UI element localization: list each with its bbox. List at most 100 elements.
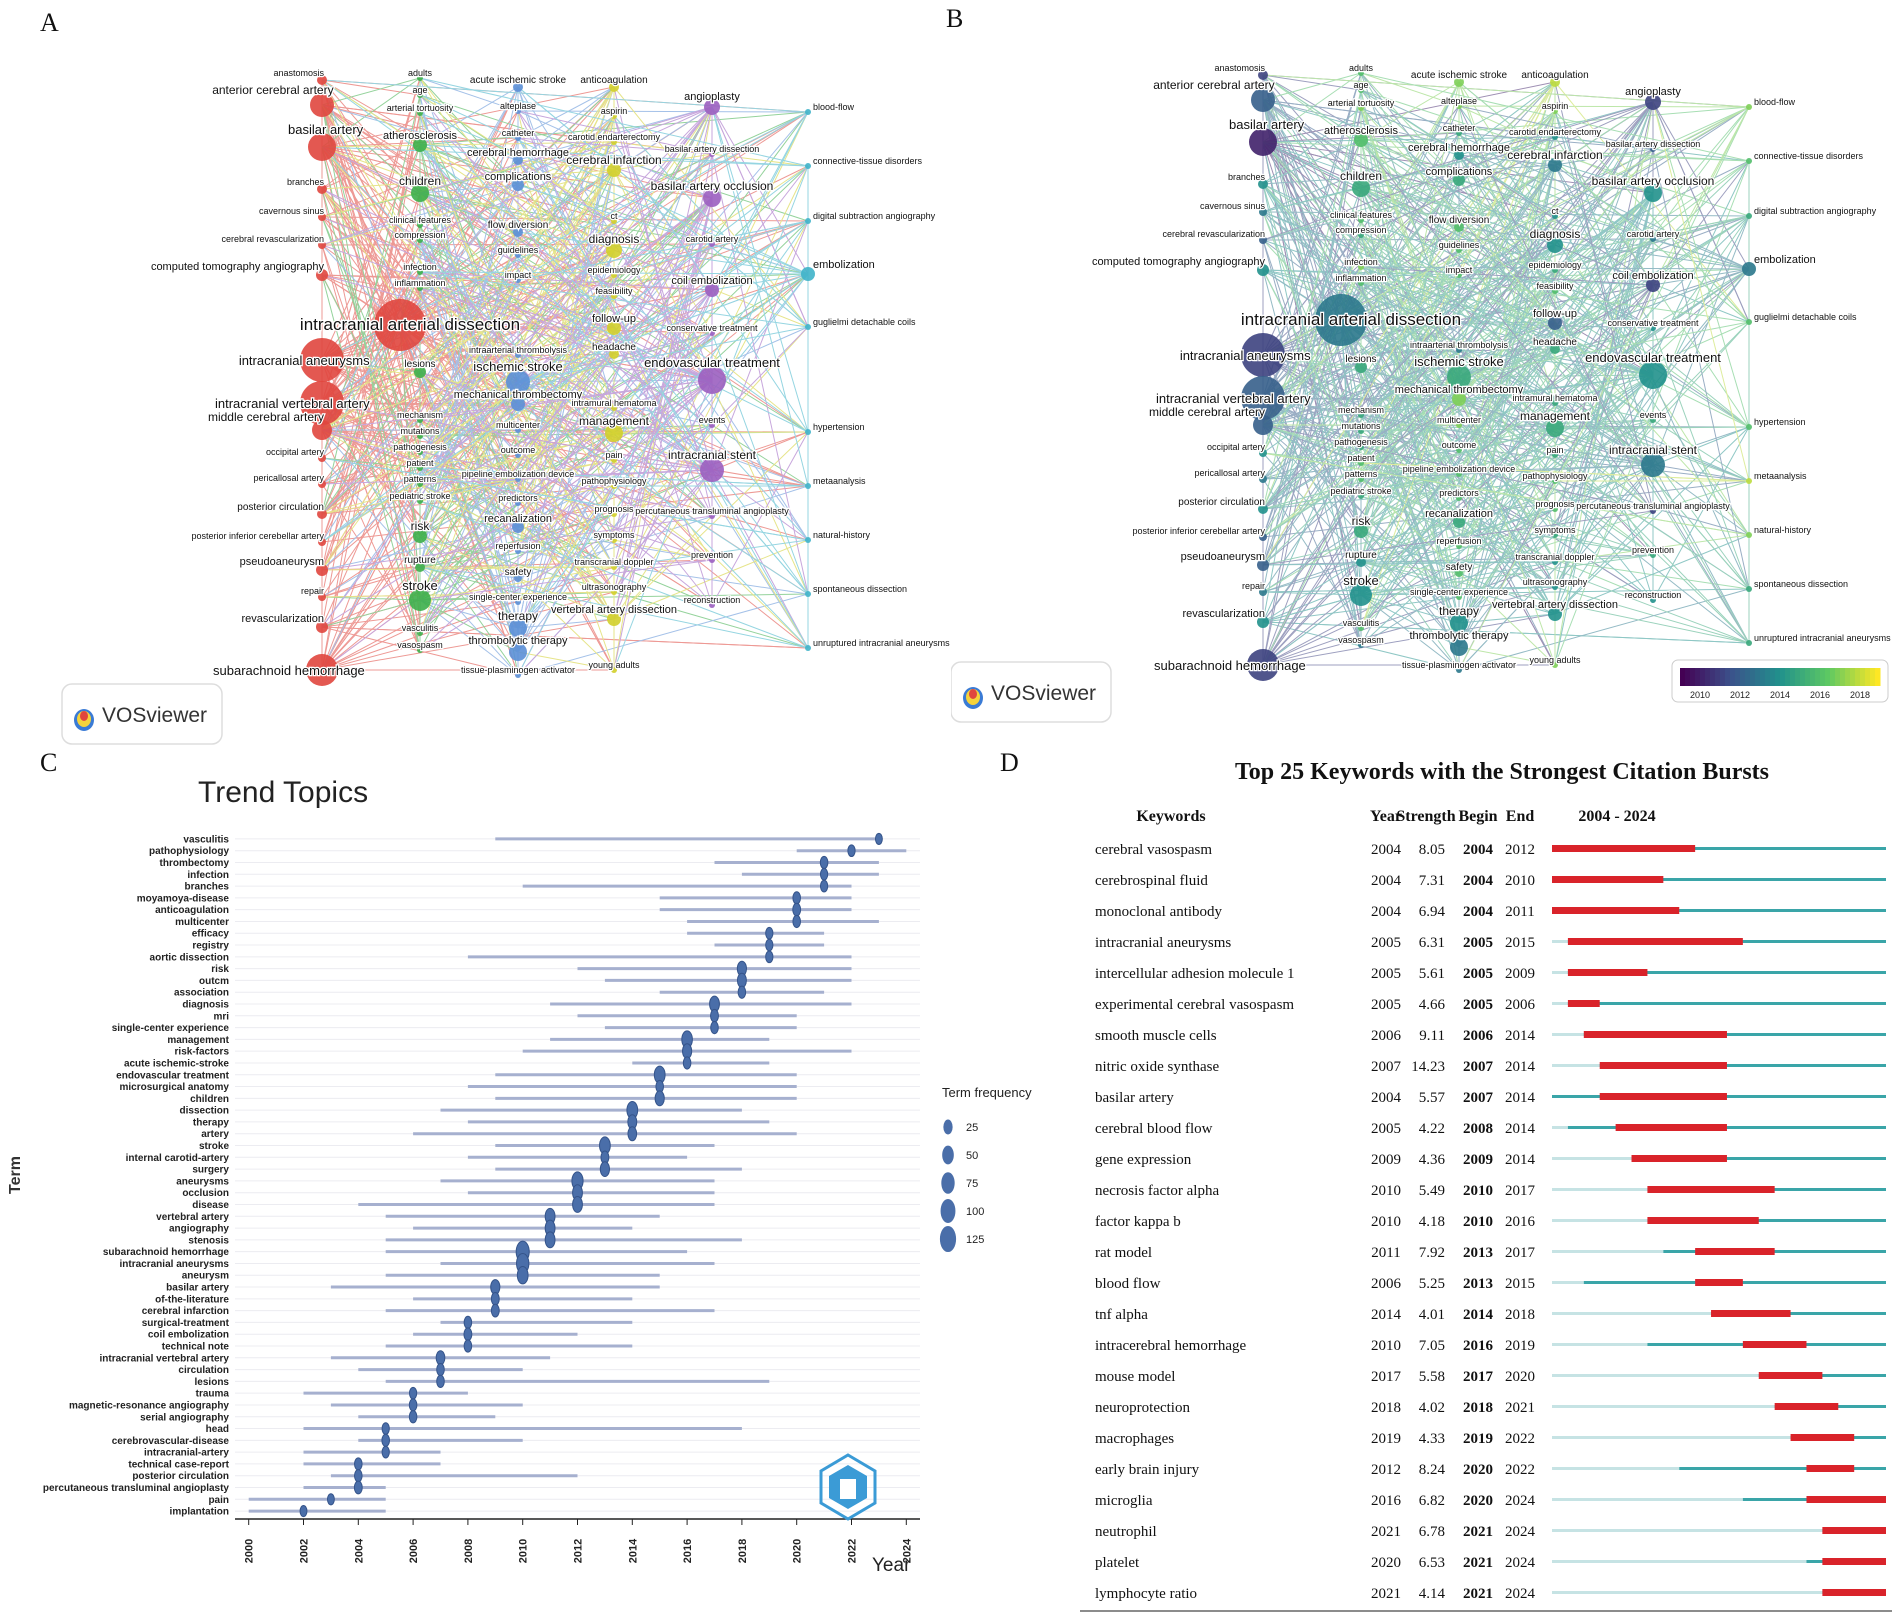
node-pipeline-embolization-device[interactable] — [1456, 471, 1462, 477]
node-mutations[interactable] — [417, 433, 423, 439]
node-spontaneous-dissection[interactable] — [805, 591, 811, 597]
node-cavernous-sinus[interactable] — [318, 213, 326, 221]
node-children[interactable] — [1352, 179, 1370, 197]
node-carotid-endarterectomy[interactable] — [1552, 134, 1558, 140]
node-alteplase[interactable] — [515, 108, 521, 114]
node-vasculitis[interactable] — [417, 630, 423, 636]
node-clinical-features[interactable] — [1358, 217, 1364, 223]
node-inflammation[interactable] — [1358, 280, 1364, 286]
node-pathogenesis[interactable] — [1358, 444, 1364, 450]
node-endovascular-treatment[interactable] — [698, 366, 726, 394]
node-vasospasm[interactable] — [1358, 642, 1364, 648]
node-outcome[interactable] — [515, 452, 521, 458]
node-basilar-artery-dissection[interactable] — [1650, 146, 1656, 152]
node-multicenter[interactable] — [1456, 422, 1462, 428]
node-pericallosal-artery[interactable] — [1259, 475, 1267, 483]
node-pediatric-stroke[interactable] — [417, 498, 423, 504]
node-complications[interactable] — [512, 179, 524, 191]
node-posterior-inferior-cerebellar-artery[interactable] — [1259, 533, 1267, 541]
node-diagnosis[interactable] — [1547, 237, 1563, 253]
node-basilar-artery[interactable] — [308, 133, 336, 161]
node-metaanalysis[interactable] — [805, 483, 811, 489]
node-reconstruction[interactable] — [1650, 597, 1656, 603]
node-lesions[interactable] — [1355, 361, 1367, 373]
node-computed-tomography-angiography[interactable] — [1257, 264, 1269, 276]
node-prognosis[interactable] — [1552, 506, 1558, 512]
node-middle-cerebral-artery[interactable] — [312, 420, 332, 440]
node-percutaneous-transluminal-angioplasty[interactable] — [1650, 508, 1656, 514]
node-intracranial-aneurysms[interactable] — [300, 338, 344, 382]
node-tissue-plasminogen-activator[interactable] — [1456, 667, 1462, 673]
node-atherosclerosis[interactable] — [413, 138, 427, 152]
node-safety[interactable] — [514, 574, 522, 582]
node-pipeline-embolization-device[interactable] — [515, 476, 521, 482]
node-pediatric-stroke[interactable] — [1358, 493, 1364, 499]
node-aspirin[interactable] — [611, 113, 617, 119]
node-angioplasty[interactable] — [704, 99, 720, 115]
node-stroke[interactable] — [409, 589, 431, 611]
node-guglielmi-detachable-coils[interactable] — [1746, 319, 1752, 325]
node-coil-embolization[interactable] — [1646, 278, 1660, 292]
node-cerebral-infarction[interactable] — [607, 163, 621, 177]
node-embolization[interactable] — [801, 267, 815, 281]
node-ct[interactable] — [611, 218, 617, 224]
node-catheter[interactable] — [515, 135, 521, 141]
node-ultrasonography[interactable] — [1552, 584, 1558, 590]
node-anastomosis[interactable] — [317, 75, 327, 85]
node-intracranial-arterial-dissection[interactable] — [374, 299, 426, 351]
node-intracranial-vertebral-artery[interactable] — [300, 381, 344, 425]
node-cerebral-hemorrhage[interactable] — [513, 155, 523, 165]
node-carotid-endarterectomy[interactable] — [611, 139, 617, 145]
node-anticoagulation[interactable] — [1550, 77, 1560, 87]
node-epidemiology[interactable] — [611, 272, 617, 278]
node-vasospasm[interactable] — [417, 647, 423, 653]
node-cavernous-sinus[interactable] — [1259, 208, 1267, 216]
node-predictors[interactable] — [515, 500, 521, 506]
node-pseudoaneurysm[interactable] — [1257, 559, 1269, 571]
node-revascularization[interactable] — [316, 621, 328, 633]
node-percutaneous-transluminal-angioplasty[interactable] — [709, 513, 715, 519]
node-basilar-artery-dissection[interactable] — [709, 151, 715, 157]
node-subarachnoid-hemorrhage[interactable] — [1247, 649, 1279, 681]
node-thrombolytic-therapy[interactable] — [1450, 638, 1468, 656]
node-natural-history[interactable] — [805, 537, 811, 543]
node-adults[interactable] — [417, 75, 423, 81]
node-basilar-artery[interactable] — [1249, 128, 1277, 156]
node-alteplase[interactable] — [1456, 103, 1462, 109]
node-events[interactable] — [709, 422, 715, 428]
node-blood-flow[interactable] — [1746, 104, 1752, 110]
node-symptoms[interactable] — [1552, 532, 1558, 538]
node-guidelines[interactable] — [515, 252, 521, 258]
node-conservative-treatment[interactable] — [709, 330, 715, 336]
node-flow-diversion[interactable] — [513, 227, 523, 237]
node-embolization[interactable] — [1742, 262, 1756, 276]
node-inflammation[interactable] — [417, 285, 423, 291]
node-unruptured-intracranial-aneurysms[interactable] — [805, 645, 811, 651]
node-mutations[interactable] — [1358, 428, 1364, 434]
node-reconstruction[interactable] — [709, 602, 715, 608]
node-headache[interactable] — [609, 349, 619, 359]
node-pathogenesis[interactable] — [417, 449, 423, 455]
node-basilar-artery-occlusion[interactable] — [703, 189, 721, 207]
node-intramural-hematoma[interactable] — [1552, 400, 1558, 406]
node-impact[interactable] — [515, 277, 521, 283]
node-atherosclerosis[interactable] — [1354, 133, 1368, 147]
node-pain[interactable] — [611, 457, 617, 463]
node-rupture[interactable] — [415, 562, 425, 572]
node-conservative-treatment[interactable] — [1650, 325, 1656, 331]
node-intracranial-arterial-dissection[interactable] — [1315, 294, 1367, 346]
node-acute-ischemic-stroke[interactable] — [513, 82, 523, 92]
node-intramural-hematoma[interactable] — [611, 405, 617, 411]
node-adults[interactable] — [1358, 70, 1364, 76]
node-outcome[interactable] — [1456, 447, 1462, 453]
node-basilar-artery-occlusion[interactable] — [1644, 184, 1662, 202]
node-reperfusion[interactable] — [1456, 543, 1462, 549]
node-posterior-circulation[interactable] — [1258, 504, 1268, 514]
node-pain[interactable] — [1552, 452, 1558, 458]
node-young-adults[interactable] — [611, 667, 617, 673]
node-lesions[interactable] — [414, 366, 426, 378]
node-mechanical-thrombectomy[interactable] — [511, 397, 525, 411]
node-cerebral-hemorrhage[interactable] — [1454, 150, 1464, 160]
node-patient[interactable] — [417, 465, 423, 471]
node-single-center-experience[interactable] — [515, 599, 521, 605]
